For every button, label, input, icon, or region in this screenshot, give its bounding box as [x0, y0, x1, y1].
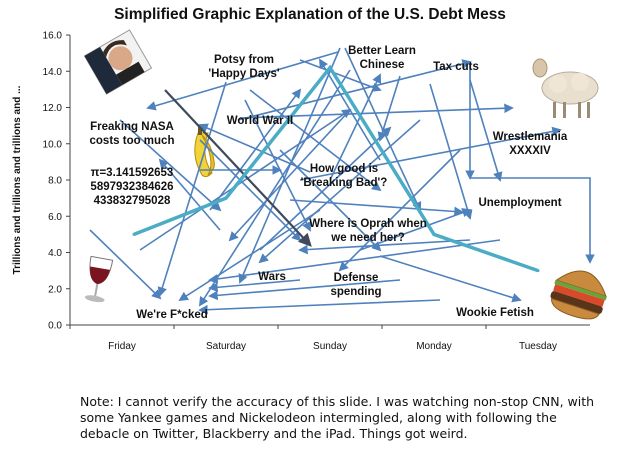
chart-title: Simplified Graphic Explanation of the U.…: [114, 6, 506, 23]
scribble-arrow: [319, 58, 381, 161]
scribble-arrow: [379, 255, 522, 303]
scribble-arrow: [208, 239, 501, 284]
scribble-arrow: [249, 89, 382, 192]
annotation-line: Better Learn: [348, 45, 416, 57]
scribble-arrow: [208, 279, 401, 301]
annotation-line: Defense: [334, 272, 379, 284]
scribble-arrow: [209, 88, 302, 211]
annotation-wrestlemania: Wrestlemania XXXXIV: [493, 131, 568, 157]
annotation-nasa: Freaking NASA costs too much: [90, 121, 175, 147]
scribble-arrow: [329, 73, 382, 181]
scribble-arrow: [377, 75, 401, 142]
annotation-line: Wookie Fetish: [456, 307, 534, 319]
annotation-line: 'Happy Days': [208, 68, 280, 80]
annotation-line: World War II: [227, 115, 293, 127]
annotation-line: Potsy from: [214, 54, 274, 66]
annotation-line: Wars: [258, 271, 286, 283]
y-tick-label: 12.0: [43, 103, 63, 114]
scribble-arrow: [279, 149, 382, 252]
scribble-arrow: [259, 126, 392, 251]
annotation-pi: π=3.141592653 5897932384626 433832795028: [90, 167, 173, 207]
annotation-line: 5897932384626: [90, 181, 173, 193]
sheep-icon: [532, 58, 599, 118]
footnote: Note: I cannot verify the accuracy of th…: [80, 394, 595, 441]
y-tick-label: 4.0: [48, 248, 62, 259]
burger-icon: [550, 270, 607, 320]
annotation-breaking: How good is 'Breaking Bad'?: [301, 163, 388, 189]
annotation-line: we need her?: [330, 232, 405, 244]
annotation-potsy: Potsy from 'Happy Days': [208, 54, 280, 80]
scribble-arrow: [198, 69, 351, 307]
annotation-line: How good is: [310, 163, 378, 175]
annotation-line: Freaking NASA: [90, 121, 174, 133]
scribble-arrow: [146, 51, 339, 111]
scribble-arrow: [244, 99, 311, 232]
scribble-arrow: [199, 139, 302, 242]
y-tick-label: 2.0: [48, 284, 62, 295]
annotation-line: Chinese: [360, 59, 405, 71]
scribble-arrow: [198, 299, 441, 315]
annotation-line: XXXXIV: [509, 145, 551, 157]
series-point: [224, 196, 228, 200]
annotation-line: Tax cuts: [433, 61, 479, 73]
scribble-arrow: [157, 81, 227, 297]
annotation-line: 'Breaking Bad'?: [301, 177, 388, 189]
annotation-line: Unemployment: [478, 197, 561, 209]
scribble-arrow: [119, 119, 222, 212]
scribble-arrow: [139, 108, 352, 251]
y-tick-label: 10.0: [43, 139, 63, 150]
annotation-wookie: Wookie Fetish: [456, 307, 534, 319]
x-tick-label: Saturday: [206, 341, 246, 352]
scribble-arrow: [338, 149, 461, 272]
dark-diagonal-arrow: [164, 89, 312, 247]
annotation-defense: Defense spending: [330, 272, 381, 298]
annotation-line: We're F*cked: [136, 309, 208, 321]
x-tick-label: Tuesday: [519, 341, 557, 352]
x-tick-label: Sunday: [313, 341, 347, 352]
annotation-oprah: Where is Oprah when we need her?: [309, 218, 427, 244]
y-tick-label: 6.0: [48, 212, 62, 223]
annotation-line: 433832795028: [94, 195, 171, 207]
y-tick-label: 8.0: [48, 176, 62, 187]
portrait-photo-icon: [83, 29, 153, 95]
scribble-arrow: [228, 109, 351, 242]
annotation-unemployment: Unemployment: [478, 197, 561, 209]
annotation-line: Where is Oprah when: [309, 218, 427, 230]
series-point: [132, 232, 136, 236]
annotation-line: π=3.141592653: [91, 167, 174, 179]
scribble-arrow: [298, 239, 471, 255]
scribble-arrow: [289, 199, 464, 217]
x-tick-label: Monday: [416, 341, 452, 352]
scribble-arrow: [208, 279, 301, 293]
scribble-arrow: [158, 158, 221, 231]
annotation-chinese: Better Learn Chinese: [348, 45, 416, 71]
scribble-arrow: [198, 123, 311, 173]
annotation-line: costs too much: [90, 135, 175, 147]
y-tick-label: 0.0: [48, 321, 62, 332]
y-tick-label: 14.0: [43, 67, 63, 78]
y-axis-label: Trillions and trillions and trillions an…: [12, 85, 23, 274]
y-tick-label: 16.0: [43, 31, 63, 42]
series-point: [536, 269, 540, 273]
scribble-arrow: [178, 209, 321, 302]
annotation-wars: Wars: [258, 271, 286, 283]
annotation-ww2: World War II: [227, 115, 293, 127]
annotation-fcked: We're F*cked: [136, 309, 208, 321]
scribble-arrow: [239, 103, 514, 119]
x-tick-label: Friday: [108, 341, 136, 352]
scribble-arrow: [470, 177, 595, 264]
annotation-tax: Tax cuts: [433, 61, 479, 73]
scribble-arrow: [237, 59, 472, 121]
series-point: [432, 232, 436, 236]
scribble-arrow: [299, 59, 382, 92]
scribble-arrow: [258, 119, 421, 264]
annotation-line: Wrestlemania: [493, 131, 568, 143]
series-point: [328, 66, 332, 70]
annotation-line: spending: [330, 286, 381, 298]
scribble-arrow: [89, 229, 162, 300]
wine-glass-icon: [84, 255, 114, 303]
scribble-arrow: [469, 79, 503, 182]
